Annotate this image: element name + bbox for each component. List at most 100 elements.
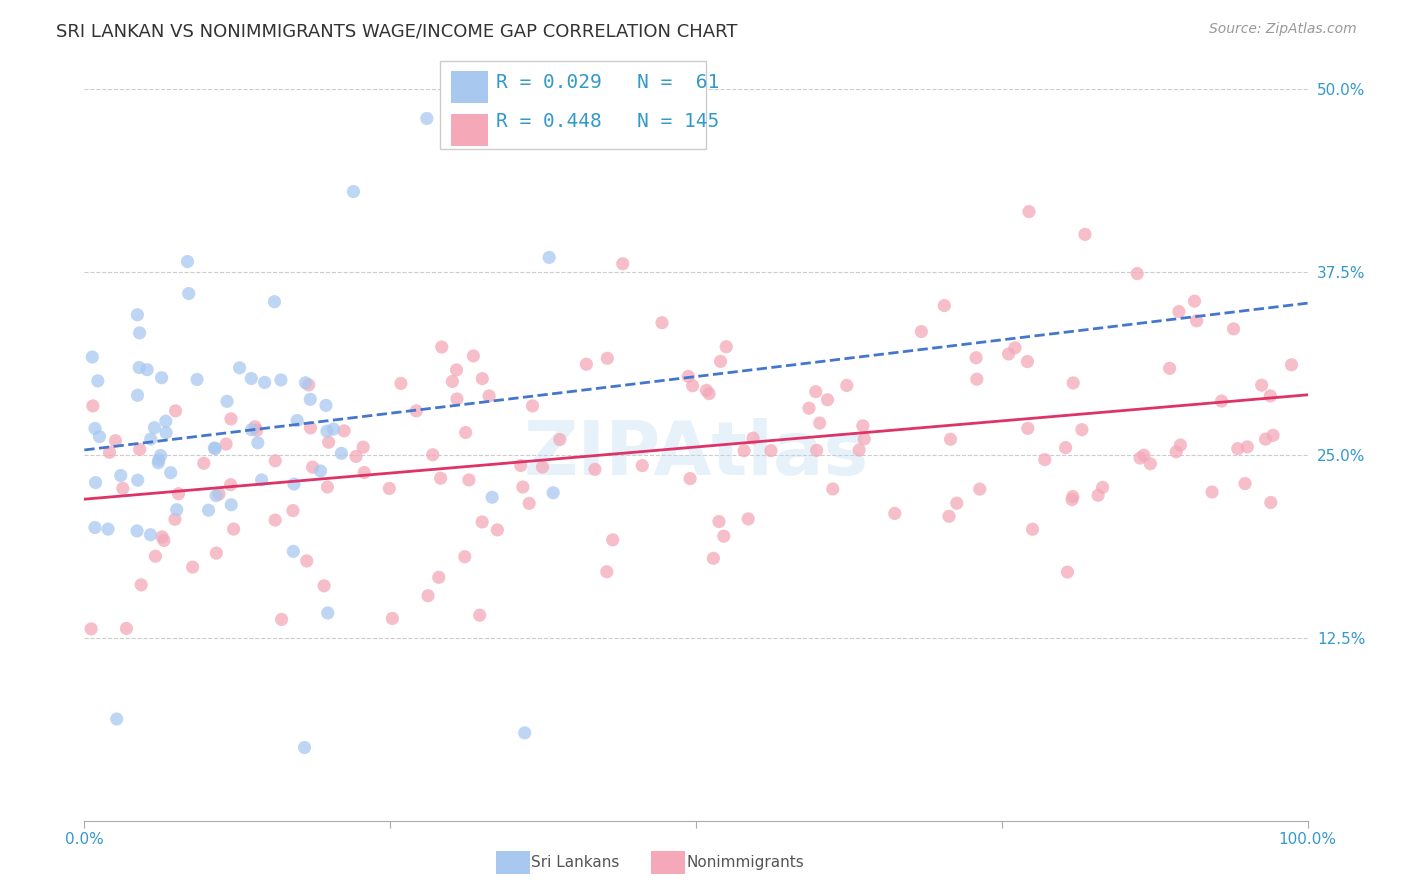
Point <box>246 435 269 450</box>
Point <box>733 443 755 458</box>
Point <box>165 404 187 418</box>
Point <box>804 384 827 399</box>
Point <box>264 454 287 468</box>
Point <box>938 509 960 524</box>
Point <box>127 473 149 487</box>
Point <box>742 431 765 445</box>
Point <box>457 473 479 487</box>
Point <box>1060 492 1083 507</box>
Point <box>821 482 844 496</box>
Point <box>716 340 738 354</box>
Point <box>853 432 876 446</box>
Point <box>651 316 673 330</box>
Point <box>446 363 468 377</box>
Point <box>316 480 339 494</box>
Point <box>596 565 619 579</box>
Point <box>270 373 292 387</box>
Point <box>429 471 451 485</box>
Point <box>314 579 336 593</box>
Point <box>318 435 340 450</box>
Point <box>1087 488 1109 502</box>
Point <box>464 96 486 111</box>
Point <box>202 441 225 455</box>
Point <box>965 351 987 365</box>
Point <box>330 446 353 460</box>
Point <box>389 376 412 391</box>
Point <box>353 466 375 480</box>
Point <box>797 401 820 416</box>
Point <box>264 513 287 527</box>
Point <box>342 185 364 199</box>
Point <box>89 430 111 444</box>
Point <box>215 437 238 451</box>
Point <box>115 622 138 636</box>
Point <box>163 512 186 526</box>
Point <box>111 482 134 496</box>
Text: Nonimmigrants: Nonimmigrants <box>686 855 804 870</box>
Point <box>381 611 404 625</box>
Point <box>1004 341 1026 355</box>
Point <box>110 468 132 483</box>
Point <box>143 420 166 434</box>
Point <box>204 442 226 456</box>
Point <box>84 421 107 435</box>
Point <box>1211 394 1233 409</box>
Point <box>136 362 159 376</box>
Point <box>294 740 316 755</box>
Point <box>129 578 152 592</box>
Point <box>934 299 956 313</box>
Point <box>1226 442 1249 456</box>
Point <box>1091 480 1114 494</box>
Point <box>997 347 1019 361</box>
Point <box>128 442 150 457</box>
Point <box>139 527 162 541</box>
Point <box>145 549 167 564</box>
Point <box>430 340 453 354</box>
Point <box>219 498 242 512</box>
Point <box>309 464 332 478</box>
Point <box>155 425 177 440</box>
Point <box>283 544 305 558</box>
Point <box>713 529 735 543</box>
Point <box>150 370 173 384</box>
Point <box>471 515 494 529</box>
Point <box>155 414 177 428</box>
Point <box>454 549 477 564</box>
Point <box>193 456 215 470</box>
Point <box>139 432 162 446</box>
Point <box>707 515 730 529</box>
Point <box>167 487 190 501</box>
Point <box>281 503 304 517</box>
Point <box>344 450 367 464</box>
Point <box>883 507 905 521</box>
Point <box>852 418 875 433</box>
Point <box>153 533 176 548</box>
Point <box>441 375 464 389</box>
Point <box>512 480 534 494</box>
Point <box>631 458 654 473</box>
Point <box>422 448 444 462</box>
Text: R = 0.448   N = 145: R = 0.448 N = 145 <box>496 112 720 131</box>
Point <box>322 422 344 436</box>
Point <box>910 325 932 339</box>
Point <box>1254 432 1277 446</box>
Point <box>228 360 250 375</box>
Point <box>1250 378 1272 392</box>
Point <box>1261 428 1284 442</box>
Point <box>316 606 339 620</box>
Point <box>1033 452 1056 467</box>
Point <box>84 520 107 534</box>
Point <box>575 357 598 371</box>
Point <box>1056 565 1078 579</box>
Point <box>1260 389 1282 403</box>
Point <box>270 612 292 626</box>
Point <box>219 477 242 491</box>
Point <box>478 389 501 403</box>
Point <box>294 376 316 390</box>
Point <box>1260 495 1282 509</box>
Point <box>149 449 172 463</box>
Point <box>197 503 219 517</box>
Point <box>481 490 503 504</box>
Point <box>612 257 634 271</box>
Point <box>181 560 204 574</box>
